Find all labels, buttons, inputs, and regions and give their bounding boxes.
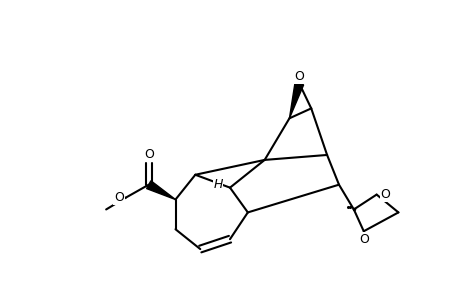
Text: H: H: [213, 178, 222, 191]
Polygon shape: [146, 181, 175, 200]
Text: O: O: [294, 70, 303, 83]
Text: O: O: [144, 148, 153, 161]
Text: O: O: [358, 233, 368, 246]
Polygon shape: [289, 82, 303, 118]
Text: O: O: [114, 191, 124, 204]
Text: O: O: [380, 188, 390, 201]
